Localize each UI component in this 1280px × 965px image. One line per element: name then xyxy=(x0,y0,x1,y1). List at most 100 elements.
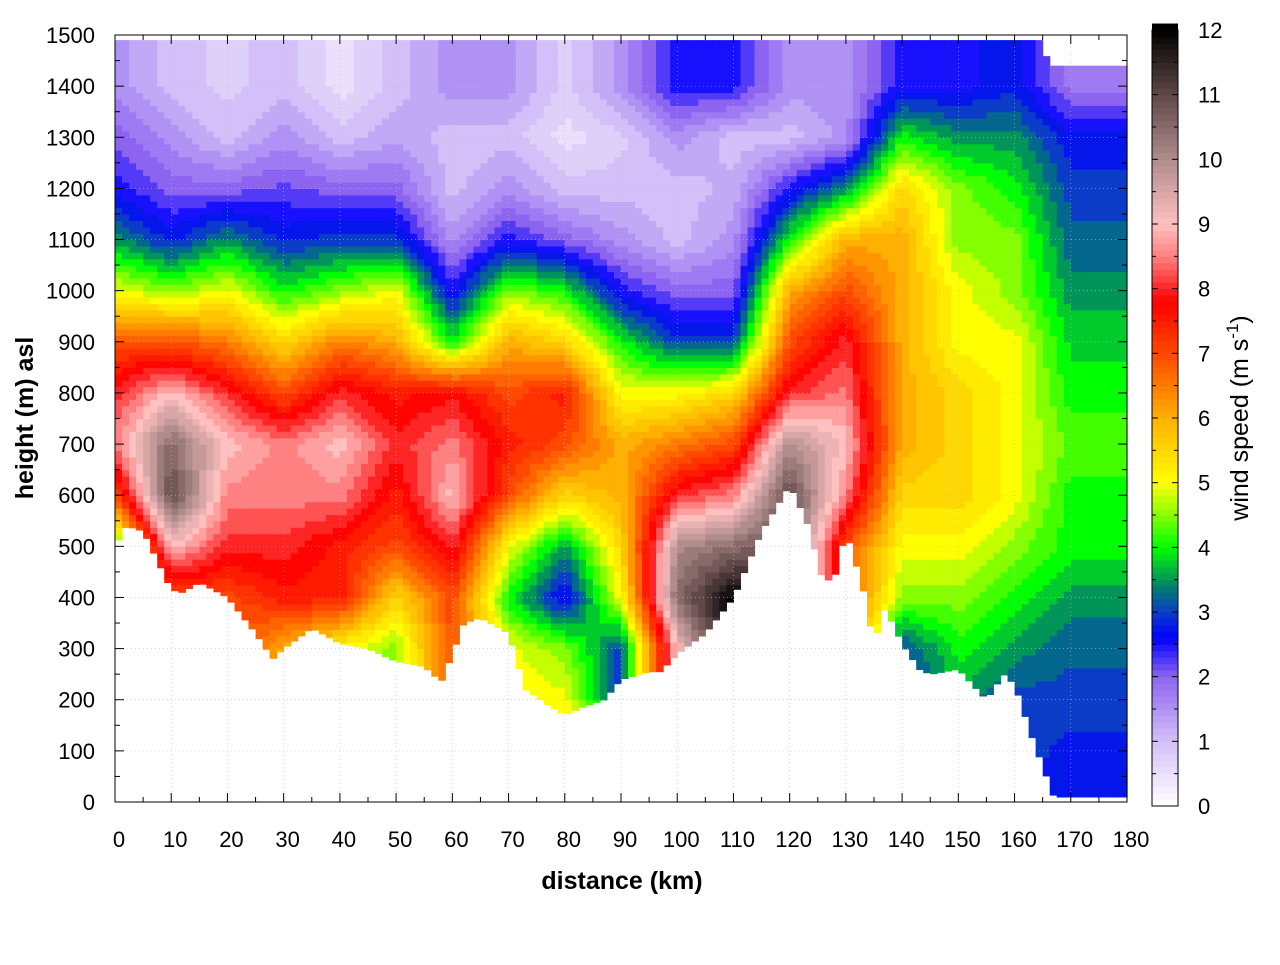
heatmap-cell xyxy=(290,552,299,560)
heatmap-cell xyxy=(150,214,158,221)
heatmap-cell xyxy=(157,41,165,49)
heatmap-cell xyxy=(375,495,383,503)
heatmap-cell xyxy=(227,79,235,87)
heatmap-cell xyxy=(466,488,474,496)
heatmap-cell xyxy=(325,137,334,145)
heatmap-cell xyxy=(346,201,355,209)
heatmap-cell xyxy=(389,412,397,420)
heatmap-cell xyxy=(171,271,179,279)
heatmap-cell xyxy=(143,175,151,183)
heatmap-cell xyxy=(283,271,292,279)
heatmap-cell xyxy=(375,520,383,528)
heatmap-cell xyxy=(368,54,376,62)
heatmap-cell xyxy=(487,571,496,579)
heatmap-cell xyxy=(304,316,313,324)
heatmap-cell xyxy=(480,233,488,241)
heatmap-cell xyxy=(459,130,467,138)
heatmap-cell xyxy=(452,111,460,119)
heatmap-cell xyxy=(368,386,376,394)
heatmap-cell xyxy=(122,495,130,503)
heatmap-cell xyxy=(480,105,488,113)
heatmap-cell xyxy=(290,412,299,420)
heatmap-cell xyxy=(213,124,221,132)
heatmap-cell xyxy=(136,437,144,445)
heatmap-cell xyxy=(318,386,327,394)
heatmap-cell xyxy=(283,41,292,49)
heatmap-cell xyxy=(332,207,341,215)
heatmap-cell xyxy=(227,245,235,253)
heatmap-cell xyxy=(346,169,355,177)
heatmap-cell xyxy=(311,73,320,81)
heatmap-cell xyxy=(248,258,257,266)
heatmap-cell xyxy=(339,143,348,151)
heatmap-cell xyxy=(262,316,271,324)
heatmap-cell xyxy=(382,469,390,477)
heatmap-cell xyxy=(213,431,221,439)
heatmap-cell xyxy=(459,214,467,221)
heatmap-cell xyxy=(424,610,432,618)
heatmap-cell xyxy=(382,584,390,592)
heatmap-cell xyxy=(283,591,292,599)
heatmap-cell xyxy=(192,188,200,196)
heatmap-cell xyxy=(332,412,341,420)
heatmap-cell xyxy=(339,194,348,202)
heatmap-cell xyxy=(262,214,271,221)
heatmap-cell xyxy=(417,67,425,74)
heatmap-cell xyxy=(431,399,439,407)
heatmap-cell xyxy=(248,508,257,515)
heatmap-cell xyxy=(206,444,214,452)
heatmap-cell xyxy=(283,188,292,196)
heatmap-cell xyxy=(473,341,481,349)
heatmap-cell xyxy=(143,501,151,509)
heatmap-cell xyxy=(304,361,313,368)
heatmap-cell xyxy=(389,162,397,170)
heatmap-cell xyxy=(171,424,179,432)
heatmap-cell xyxy=(459,194,467,202)
heatmap-cell xyxy=(353,92,362,100)
heatmap-cell xyxy=(283,437,292,445)
heatmap-cell xyxy=(424,130,432,138)
heatmap-cell xyxy=(143,92,151,100)
heatmap-cell xyxy=(192,354,200,362)
heatmap-cell xyxy=(164,482,172,490)
heatmap-cell xyxy=(332,456,341,464)
heatmap-cell xyxy=(480,469,488,477)
heatmap-cell xyxy=(206,437,214,445)
heatmap-cell xyxy=(494,571,503,579)
heatmap-cell xyxy=(480,130,488,138)
heatmap-cell xyxy=(403,424,411,432)
heatmap-cell xyxy=(136,488,144,496)
heatmap-cell xyxy=(417,258,425,266)
heatmap-cell xyxy=(129,252,137,260)
heatmap-cell xyxy=(325,348,334,356)
heatmap-cell xyxy=(136,271,144,279)
heatmap-cell xyxy=(466,54,474,62)
heatmap-cell xyxy=(361,303,369,311)
heatmap-cell xyxy=(157,552,165,560)
heatmap-cell xyxy=(361,386,369,394)
heatmap-cell xyxy=(227,322,235,330)
heatmap-cell xyxy=(368,361,376,368)
heatmap-cell xyxy=(452,118,460,126)
heatmap-cell xyxy=(417,245,425,253)
heatmap-cell xyxy=(487,386,496,394)
heatmap-cell xyxy=(459,488,467,496)
heatmap-cell xyxy=(459,533,467,541)
heatmap-cell xyxy=(473,150,481,158)
heatmap-cell xyxy=(332,603,341,611)
heatmap-cell xyxy=(206,341,214,349)
heatmap-cell xyxy=(445,399,453,407)
heatmap-cell xyxy=(171,118,179,126)
heatmap-cell xyxy=(424,533,432,541)
heatmap-cell xyxy=(276,130,285,138)
heatmap-cell xyxy=(353,591,362,599)
heatmap-cell xyxy=(361,361,369,368)
heatmap-cell xyxy=(396,559,404,567)
heatmap-cell xyxy=(438,239,446,247)
heatmap-cell xyxy=(290,495,299,503)
heatmap-cell xyxy=(480,329,488,336)
heatmap-cell xyxy=(150,520,158,528)
heatmap-cell xyxy=(466,67,474,74)
heatmap-cell xyxy=(445,322,453,330)
heatmap-cell xyxy=(192,571,200,579)
